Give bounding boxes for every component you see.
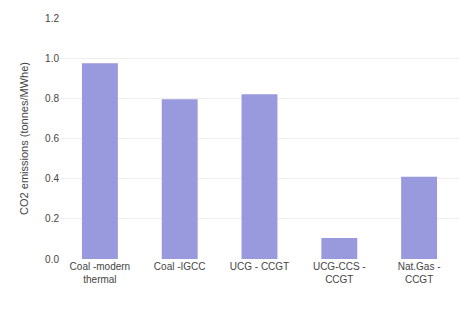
svg-text:0.6: 0.6	[45, 133, 59, 144]
svg-text:0.8: 0.8	[45, 93, 59, 104]
svg-text:1.0: 1.0	[45, 53, 59, 64]
svg-text:0.2: 0.2	[45, 213, 59, 224]
svg-text:1.2: 1.2	[45, 13, 59, 24]
svg-text:0.4: 0.4	[45, 173, 59, 184]
svg-text:Nat.Gas -CCGT: Nat.Gas -CCGT	[398, 261, 441, 285]
svg-text:CO2 emissions (tonnes/MWhe): CO2 emissions (tonnes/MWhe)	[18, 62, 30, 215]
svg-text:UCG-CCS -CCGT: UCG-CCS -CCGT	[313, 261, 366, 285]
svg-text:Coal -IGCC: Coal -IGCC	[154, 261, 206, 272]
svg-text:Coal -modernthermal: Coal -modernthermal	[70, 261, 131, 285]
svg-text:0.0: 0.0	[45, 254, 59, 265]
svg-text:UCG - CCGT: UCG - CCGT	[230, 261, 289, 272]
